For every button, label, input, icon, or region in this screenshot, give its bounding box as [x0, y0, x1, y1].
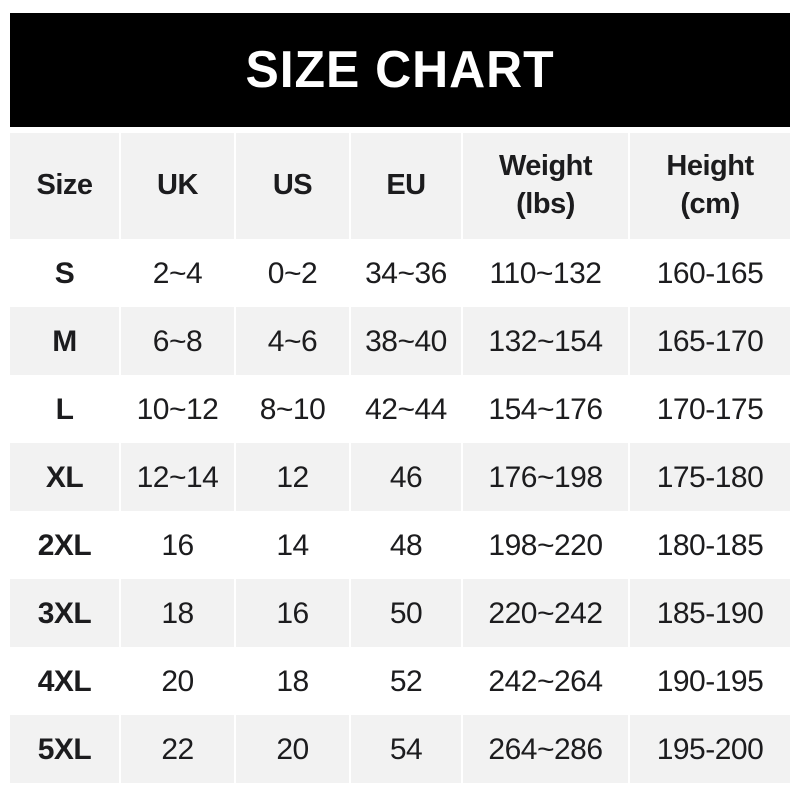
row-2xl-uk: 16: [121, 511, 234, 579]
row-2xl-us: 14: [236, 511, 349, 579]
row-3xl-weight: 220~242: [463, 579, 628, 647]
row-s-us: 0~2: [236, 239, 349, 307]
col-header-size: Size: [10, 133, 119, 239]
row-l-size: L: [10, 375, 119, 443]
row-m-weight: 132~154: [463, 307, 628, 375]
row-2xl-height: 180-185: [630, 511, 790, 579]
col-header-height: Height (cm): [630, 133, 790, 239]
row-m-height: 165-170: [630, 307, 790, 375]
col-header-uk: UK: [121, 133, 234, 239]
row-3xl-size: 3XL: [10, 579, 119, 647]
row-m-eu: 38~40: [351, 307, 461, 375]
row-3xl-eu: 50: [351, 579, 461, 647]
col-header-eu: EU: [351, 133, 461, 239]
row-3xl-us: 16: [236, 579, 349, 647]
row-4xl-uk: 20: [121, 647, 234, 715]
col-header-weight: Weight (lbs): [463, 133, 628, 239]
row-5xl-size: 5XL: [10, 715, 119, 783]
row-l-weight: 154~176: [463, 375, 628, 443]
row-4xl-us: 18: [236, 647, 349, 715]
row-m-size: M: [10, 307, 119, 375]
row-4xl-weight: 242~264: [463, 647, 628, 715]
row-4xl-height: 190-195: [630, 647, 790, 715]
row-5xl-uk: 22: [121, 715, 234, 783]
size-chart-table: Size UK US EU Weight (lbs) Height (cm) S…: [10, 133, 790, 783]
row-xl-size: XL: [10, 443, 119, 511]
row-2xl-eu: 48: [351, 511, 461, 579]
row-5xl-us: 20: [236, 715, 349, 783]
row-s-uk: 2~4: [121, 239, 234, 307]
row-s-eu: 34~36: [351, 239, 461, 307]
row-s-size: S: [10, 239, 119, 307]
row-s-weight: 110~132: [463, 239, 628, 307]
size-chart-page: SIZE CHART Size UK US EU Weight (lbs) He…: [0, 13, 800, 800]
row-2xl-size: 2XL: [10, 511, 119, 579]
row-l-us: 8~10: [236, 375, 349, 443]
row-xl-uk: 12~14: [121, 443, 234, 511]
size-chart-banner: SIZE CHART: [10, 13, 790, 127]
row-3xl-height: 185-190: [630, 579, 790, 647]
row-xl-height: 175-180: [630, 443, 790, 511]
row-5xl-height: 195-200: [630, 715, 790, 783]
row-xl-weight: 176~198: [463, 443, 628, 511]
row-m-us: 4~6: [236, 307, 349, 375]
row-5xl-eu: 54: [351, 715, 461, 783]
page-title: SIZE CHART: [245, 41, 555, 99]
row-xl-us: 12: [236, 443, 349, 511]
row-m-uk: 6~8: [121, 307, 234, 375]
row-l-height: 170-175: [630, 375, 790, 443]
row-2xl-weight: 198~220: [463, 511, 628, 579]
row-3xl-uk: 18: [121, 579, 234, 647]
row-xl-eu: 46: [351, 443, 461, 511]
row-l-uk: 10~12: [121, 375, 234, 443]
row-s-height: 160-165: [630, 239, 790, 307]
row-4xl-size: 4XL: [10, 647, 119, 715]
row-5xl-weight: 264~286: [463, 715, 628, 783]
col-header-us: US: [236, 133, 349, 239]
row-4xl-eu: 52: [351, 647, 461, 715]
row-l-eu: 42~44: [351, 375, 461, 443]
